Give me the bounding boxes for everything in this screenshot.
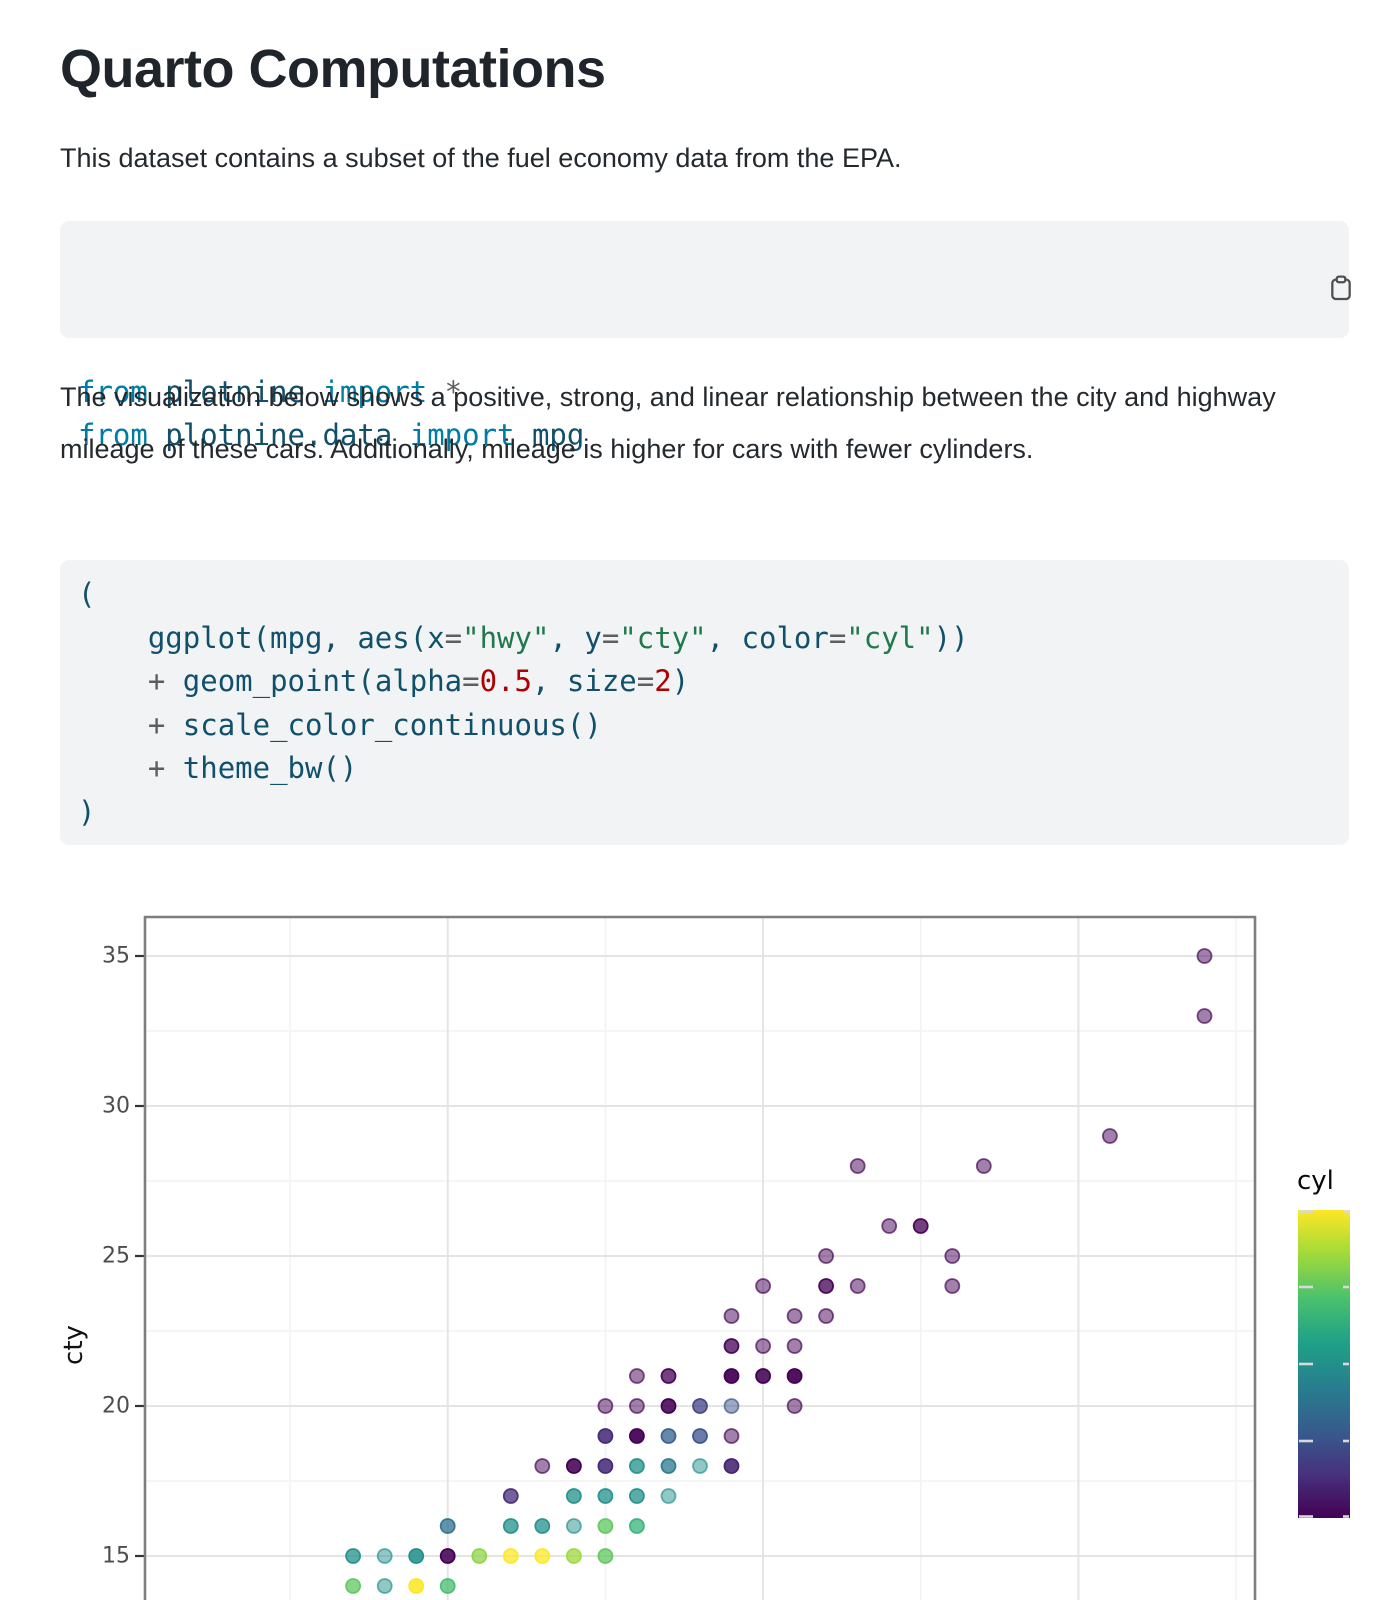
scatter-point [629,1458,645,1474]
y-axis-title: cty [59,1325,89,1365]
scatter-point [1196,1008,1213,1024]
scatter-point [944,1248,961,1264]
scatter-point [818,1278,834,1294]
scatter-point [629,1518,645,1534]
page-title: Quarto Computations [60,39,606,99]
scatter-point [786,1398,803,1414]
scatter-point [755,1278,771,1294]
scatter-point [818,1248,834,1264]
legend-title: cyl [1297,1166,1334,1196]
scatter-point [849,1278,866,1294]
scatter-point [534,1518,551,1534]
code-line: from plotnine import * [78,374,463,409]
scatter-point [345,1548,362,1564]
scatter-point [408,1548,425,1564]
y-tick-label: 15 [102,1544,130,1569]
scatter-point [502,1518,519,1534]
code-line: + geom_point(alpha=0.5, size=2) [147,664,690,698]
scatter-point [1102,1128,1118,1144]
code-line: from plotnine.data import mpg [78,418,585,452]
scatter-point [786,1308,803,1324]
scatter-point [597,1518,614,1534]
scatter-point [597,1398,614,1414]
scatter-point [723,1368,740,1384]
scatter-point [975,1158,992,1174]
clipboard-icon [1295,275,1357,321]
scatter-point [502,1548,519,1564]
code-line: ggplot(mpg, aes(x="hwy", y="cty", color=… [78,620,969,655]
scatter-point [755,1338,771,1354]
scatter-point [534,1458,551,1474]
intro-paragraph: This dataset contains a subset of the fu… [60,143,902,173]
scatter-point [660,1458,677,1474]
scatter-point [597,1428,614,1444]
scatter-point [566,1458,582,1474]
scatter-point [692,1398,708,1414]
scatter-point [597,1488,614,1504]
scatter-point [660,1428,677,1444]
scatter-point [660,1398,677,1414]
scatter-point [692,1458,708,1474]
scatter-plot-svg: 15 20 25 30 35 cty cyl [59,915,1350,1600]
scatter-point [597,1458,614,1474]
scatter-point [723,1398,740,1414]
scatter-point [566,1548,582,1564]
scatter-point [597,1548,614,1564]
scatter-point [692,1428,708,1444]
code-line: ) [78,794,96,829]
panel-border [143,915,1257,1600]
scatter-point [723,1338,740,1354]
scatter-point [629,1368,645,1384]
code-line: + theme_bw() [147,751,358,785]
scatter-point [912,1218,929,1234]
scatter-point [629,1428,645,1444]
copy-button[interactable] [1295,241,1351,301]
code-block-plot: ( ggplot(mpg, aes(x="hwy", y="cty", colo… [60,560,1349,845]
code-line: ( [78,577,96,611]
scatter-point [439,1518,456,1534]
scatter-point [439,1548,456,1564]
description-paragraph: The visualization below shows a positive… [60,382,1276,464]
scatter-point [376,1548,393,1564]
scatter-point [786,1338,803,1354]
scatter-point [1196,948,1213,964]
scatter-point [881,1218,898,1234]
scatter-point [471,1548,488,1564]
y-tick-label: 30 [102,1094,130,1119]
scatter-point [566,1488,582,1504]
scatter-point [723,1458,740,1474]
scatter-point [944,1278,961,1294]
scatter-point [660,1488,677,1504]
scatter-point [376,1578,393,1594]
scatter-plot-figure: 15 20 25 30 35 cty cyl [0,880,1400,1600]
scatter-point [534,1548,551,1564]
code-line: + scale_color_continuous() [147,707,602,742]
scatter-point [408,1578,425,1594]
scatter-point [502,1488,519,1504]
scatter-point [629,1488,645,1504]
scatter-point [566,1518,582,1534]
y-tick-label: 20 [102,1394,130,1419]
scatter-point [660,1368,677,1384]
scatter-point [723,1308,740,1324]
scatter-point [786,1368,803,1384]
scatter-point [818,1308,834,1324]
y-tick-label: 25 [102,1244,130,1269]
code-block-imports: from plotnine import * from plotnine.data… [60,221,1351,452]
scatter-point [755,1368,771,1384]
scatter-point [439,1578,456,1594]
scatter-point [723,1428,740,1444]
y-tick-label: 35 [102,944,130,969]
scatter-point [345,1578,362,1594]
scatter-point [629,1398,645,1414]
scatter-point [849,1158,866,1174]
